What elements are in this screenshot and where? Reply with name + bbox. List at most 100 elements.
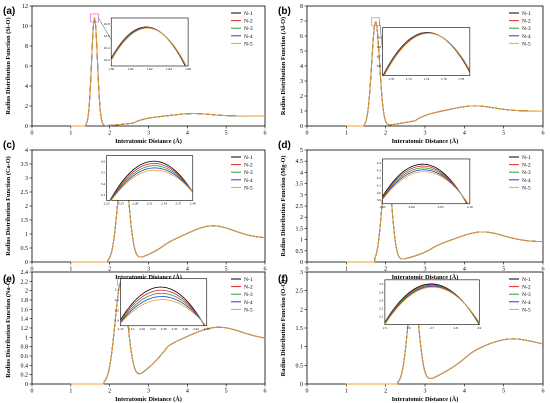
y-tick-label: 0 [25,382,28,388]
inset-series-line-N-5 [382,171,469,204]
inset-y-tick-label: 4.1 [377,183,382,187]
y-tick-label: 1.6 [21,307,29,313]
zoom-connector-line [98,17,112,40]
legend-entry: N-3 [244,170,253,176]
series-line-N-5 [70,160,266,263]
x-tick-label: 6 [542,131,545,137]
inset-series-line-N-2 [120,289,206,326]
inset-y-tick-label: 3.4 [101,182,106,186]
inset-y-tick-label: 6.9 [377,35,382,39]
x-tick-label: 3 [424,267,427,273]
inset-x-tick-label: 2.9 [477,326,482,330]
inset-series-line-N-4 [110,167,193,201]
series-line-N-5 [346,164,544,263]
inset-y-tick-label: 10.8 [104,22,110,26]
y-tick-label: 1 [25,335,28,341]
y-tick-label: 0 [25,260,28,266]
x-tick-label: 6 [264,267,267,273]
inset-zoom-plot: 2.5 2.6 2.7 2.8 2.9 2.1 2.2 2.3 2.4 2.5 [379,279,482,330]
inset-x-tick-label: 2.37 [175,202,181,206]
chart-panel-c: (c) 0 1 2 3 4 5 6 0 0.5 1 1.5 2 2.5 3 3.5 4 Interatomic D… [3,140,267,281]
y-axis-title: Radius Distribution Function (Si-O) [5,17,12,114]
inset-y-tick-label: 3.5 [101,171,106,175]
x-tick-label: 2 [108,389,111,395]
legend-entry: N-5 [522,307,531,313]
y-tick-label: 0.5 [296,249,304,255]
x-tick-label: 6 [264,131,267,137]
x-tick-label: 1 [69,389,72,395]
inset-x-tick-label: 2.50 [204,327,210,331]
y-tick-label: 1 [300,109,303,115]
inset-y-tick-label: 3.6 [101,159,106,163]
inset-y-tick-label: 3.3 [101,193,106,197]
x-tick-label: 2 [108,267,111,273]
y-tick-label: 3 [300,193,303,199]
inset-frame [382,27,471,76]
inset-x-tick-label: 1.64 [166,67,172,71]
y-tick-label: 4 [25,148,28,154]
x-axis-title: Interatomic Distance (Å) [115,395,182,403]
x-tick-label: 0 [306,389,309,395]
y-tick-label: 2.5 [296,204,304,210]
inset-x-tick-label: 1.78 [458,77,464,81]
inset-y-tick-label: 2.3 [379,298,384,302]
legend: N-1 N-2N-3 N-4N-5 [509,155,531,191]
y-axis-title: Radius Distribution Function (Al-O) [280,17,287,115]
legend-entry: N-1 [244,11,253,17]
legend-entry: N-5 [244,307,253,313]
inset-series-line-N-2 [109,163,193,201]
inset-x-tick-label: 2.5 [383,326,388,330]
legend-entry: N-1 [522,11,531,17]
y-tick-label: 4 [25,84,28,90]
inset-series-line-N-1 [109,160,193,201]
legend-entry: N-1 [244,155,253,161]
x-tick-label: 1 [69,267,72,273]
inset-x-tick-label: 2.00 [409,205,415,209]
y-tick-label: 0.4 [21,363,29,369]
x-tick-label: 4 [463,267,466,273]
x-tick-label: 1 [69,131,72,137]
inset-frame [106,155,194,201]
legend-entry: N-3 [522,26,531,32]
x-axis-title: Interatomic Distance (Å) [392,395,459,403]
x-tick-label: 5 [502,131,505,137]
y-tick-label: 0.5 [296,363,304,369]
inset-frame [120,278,208,327]
y-tick-label: 0.2 [21,373,29,379]
chart-panel-d: (d) 0 1 2 3 4 5 6 0 0.5 1 1.5 2 2.5 3 3.5 4 4.5 5 Interatom… [278,140,545,281]
x-tick-label: 3 [424,389,427,395]
inset-series-line-N-5 [111,27,187,66]
legend-entry: N-1 [244,277,253,283]
inset-y-tick-label: 4.2 [377,176,382,180]
inset-y-tick-label: 2.4 [379,290,384,294]
inset-x-tick-label: 2.15 [128,327,134,331]
zoom-connector-line [379,21,383,50]
y-tick-label: 2 [25,104,28,110]
legend-entry: N-4 [244,34,253,40]
panel-label: (b) [278,6,291,17]
y-tick-label: 6 [300,34,303,40]
y-tick-label: 10 [22,24,28,30]
inset-y-tick-label: 10.2 [104,58,110,62]
x-tick-label: 2 [384,131,387,137]
x-tick-label: 1 [345,267,348,273]
inset-y-tick-label: 4.0 [377,191,382,195]
x-tick-label: 3 [147,131,150,137]
inset-series-line-N-4 [120,296,207,326]
inset-x-tick-label: 1.58 [108,67,114,71]
inset-x-tick-label: 1.70 [388,77,394,81]
inset-y-tick-label: 10.6 [104,34,110,38]
panel-label: (f) [278,274,288,285]
y-tick-label: 7 [300,19,303,25]
inset-x-tick-label: 1.60 [127,67,133,71]
inset-y-tick-label: 10.4 [104,46,110,50]
inset-y-tick-label: 6.8 [377,45,382,49]
y-tick-label: 2.2 [21,279,29,285]
x-tick-label: 3 [147,267,150,273]
x-axis-title: Interatomic Distance (Å) [115,137,182,145]
x-axis-title: Interatomic Distance (Å) [392,137,459,145]
inset-x-tick-label: 2.05 [438,205,444,209]
y-tick-label: 1.2 [21,326,29,332]
inset-x-tick-label: 2.25 [150,327,156,331]
